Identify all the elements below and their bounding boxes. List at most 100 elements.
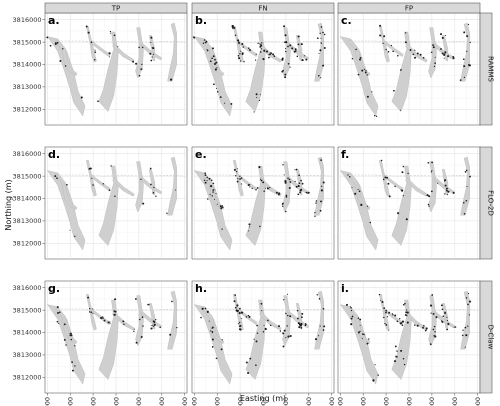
data-point: [213, 83, 215, 86]
data-point: [233, 168, 236, 171]
panel-d: d. 3812000 3813000 3814000 3815000 3816000: [13, 146, 188, 260]
flow-footprint-7: [405, 176, 428, 197]
data-point: [74, 235, 76, 237]
data-point: [452, 191, 455, 194]
flow-footprint-8: [433, 176, 456, 195]
data-point: [259, 178, 262, 180]
x-tick-label: 259000: [259, 397, 267, 406]
data-point: [202, 42, 205, 45]
flow-footprint-3: [282, 295, 291, 347]
data-point: [314, 338, 318, 341]
data-point: [285, 312, 287, 315]
data-point: [259, 225, 261, 228]
flow-footprint-8: [140, 310, 163, 329]
flow-footprint-7: [112, 176, 135, 197]
data-point: [402, 195, 404, 197]
panel-f: f.: [337, 146, 481, 260]
data-point: [134, 298, 137, 300]
flow-footprint-4: [167, 22, 177, 82]
data-point: [366, 74, 368, 76]
flow-footprint-2: [391, 31, 412, 112]
data-point: [64, 65, 67, 67]
data-point: [149, 167, 152, 170]
data-point: [153, 186, 155, 189]
data-point: [80, 96, 83, 99]
data-point: [102, 316, 104, 318]
data-point: [219, 205, 222, 208]
data-point: [320, 26, 323, 28]
data-point: [289, 44, 292, 47]
data-point: [368, 338, 370, 340]
data-point: [148, 303, 150, 306]
data-point: [204, 181, 207, 184]
road-line: [54, 40, 185, 43]
data-point: [285, 48, 287, 50]
data-point: [212, 55, 215, 58]
flow-footprint-5: [378, 26, 390, 63]
strip-background: [479, 146, 493, 260]
data-point: [430, 312, 432, 314]
data-point: [446, 194, 448, 196]
data-point: [284, 34, 287, 37]
panel-tag: d.: [48, 148, 60, 161]
flow-footprint-4: [460, 290, 470, 350]
data-point: [211, 327, 213, 329]
data-point: [465, 169, 468, 172]
data-point: [433, 325, 436, 328]
panel-tag: f.: [341, 148, 349, 161]
data-point: [204, 41, 206, 44]
panel-b: b.: [191, 12, 335, 126]
x-tick-label: 256000: [191, 397, 199, 406]
road-line: [54, 174, 185, 177]
data-point: [463, 76, 465, 78]
data-point: [90, 311, 93, 313]
data-point: [444, 184, 447, 187]
data-point: [433, 334, 435, 337]
y-tick-label: 3814000: [13, 329, 42, 337]
data-point: [452, 56, 455, 60]
data-point: [238, 57, 241, 60]
strip-background: [479, 280, 493, 394]
flow-footprint-4: [167, 156, 177, 216]
y-tick-label: 3816000: [13, 284, 42, 292]
data-point: [87, 296, 90, 299]
data-point: [446, 328, 448, 331]
data-point: [249, 186, 251, 188]
data-point: [289, 315, 292, 318]
data-point: [365, 70, 367, 72]
flow-footprint-1: [347, 39, 371, 76]
data-point: [215, 87, 217, 90]
data-point: [282, 205, 284, 207]
data-point: [152, 47, 155, 50]
y-tick-label: 3814000: [13, 195, 42, 203]
data-point: [399, 322, 402, 325]
data-point: [70, 334, 73, 337]
data-point: [444, 179, 447, 182]
y-tick-label: 3815000: [13, 38, 42, 46]
data-point: [140, 178, 142, 180]
data-point: [444, 52, 446, 54]
data-point: [467, 325, 469, 327]
data-point: [263, 49, 266, 52]
data-point: [402, 358, 405, 360]
flow-footprint-2: [98, 165, 119, 246]
data-point: [46, 36, 49, 39]
road-line: [347, 174, 478, 177]
data-point: [282, 345, 285, 348]
data-point: [322, 329, 325, 331]
data-point: [57, 312, 59, 314]
x-tick-label: 261000: [305, 397, 313, 406]
data-point: [211, 346, 214, 348]
data-point: [320, 37, 322, 39]
data-point: [49, 44, 52, 47]
x-tick-label: 258000: [89, 397, 97, 406]
data-point: [109, 321, 111, 323]
data-point: [238, 321, 241, 324]
data-point: [169, 333, 172, 336]
strip-RAMMS: RAMMS: [479, 12, 495, 126]
data-point: [301, 182, 304, 185]
data-point: [351, 315, 354, 318]
data-point: [385, 324, 388, 326]
data-point: [214, 189, 216, 191]
